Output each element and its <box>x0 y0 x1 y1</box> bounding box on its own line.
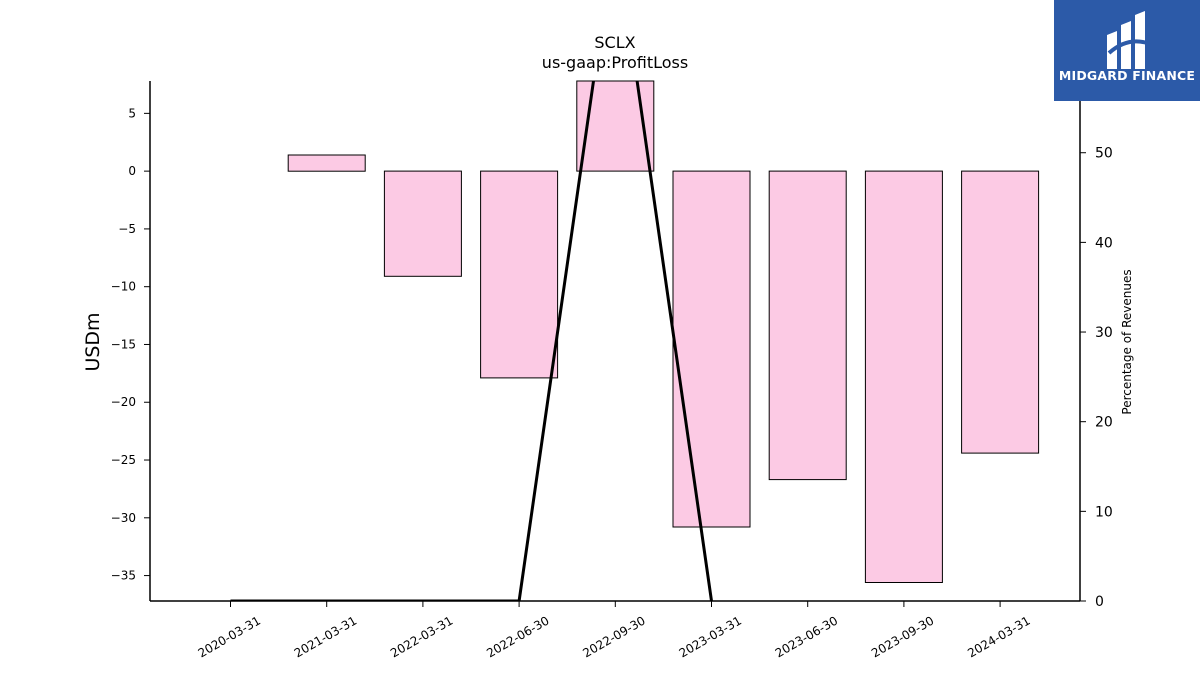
brand-logo: MIDGARD FINANCE <box>1054 0 1200 101</box>
x-tick-label: 2024-03-31 <box>965 613 1032 660</box>
y-tick-label: −25 <box>111 453 136 467</box>
y-tick-label: 0 <box>128 164 136 178</box>
y-tick-label: −30 <box>111 511 136 525</box>
x-tick-label: 2022-03-31 <box>388 613 455 660</box>
x-tick-label: 2023-03-31 <box>677 613 744 660</box>
y2-tick-label: 20 <box>1095 415 1113 431</box>
y2-tick-label: 40 <box>1095 235 1113 251</box>
bars-layer <box>287 80 1040 583</box>
bar-2023-09-30 <box>864 170 943 583</box>
bar-2022-09-30 <box>576 80 655 172</box>
bar-2023-06-30 <box>768 170 847 481</box>
y2-tick-label: 10 <box>1095 504 1113 520</box>
y-tick-label: 5 <box>128 106 136 120</box>
logo-icon <box>1107 11 1148 69</box>
bar-2022-03-31 <box>383 170 462 277</box>
x-tick-label: 2022-06-30 <box>484 613 551 660</box>
bar-2024-03-31 <box>961 170 1040 454</box>
x-tick-label: 2020-03-31 <box>196 613 263 660</box>
chart-title: SCLX <box>594 33 635 52</box>
y-tick-label: −35 <box>111 569 136 583</box>
bar-2022-06-30 <box>480 170 559 379</box>
x-tick-label: 2023-09-30 <box>869 613 936 660</box>
chart-subtitle: us-gaap:ProfitLoss <box>542 53 688 72</box>
y-tick-label: −15 <box>111 337 136 351</box>
x-tick-label: 2023-06-30 <box>773 613 840 660</box>
y2-tick-label: 50 <box>1095 146 1113 162</box>
y2-tick-label: 0 <box>1095 594 1104 610</box>
x-tick-label: 2021-03-31 <box>292 613 359 660</box>
bar-2021-03-31 <box>287 154 366 172</box>
y-tick-label: −10 <box>111 280 136 294</box>
bar-2023-03-31 <box>672 170 751 528</box>
y-tick-label: −5 <box>118 222 136 236</box>
y-tick-label: −20 <box>111 395 136 409</box>
percentage-line <box>230 81 713 601</box>
line-layer <box>230 81 713 601</box>
y2-axis-label: Percentage of Revenues <box>1120 269 1134 414</box>
y2-tick-label: 30 <box>1095 325 1113 341</box>
y-axis-label: USDm <box>82 312 104 371</box>
logo-text: MIDGARD FINANCE <box>1058 68 1196 83</box>
x-tick-label: 2022-09-30 <box>580 613 647 660</box>
